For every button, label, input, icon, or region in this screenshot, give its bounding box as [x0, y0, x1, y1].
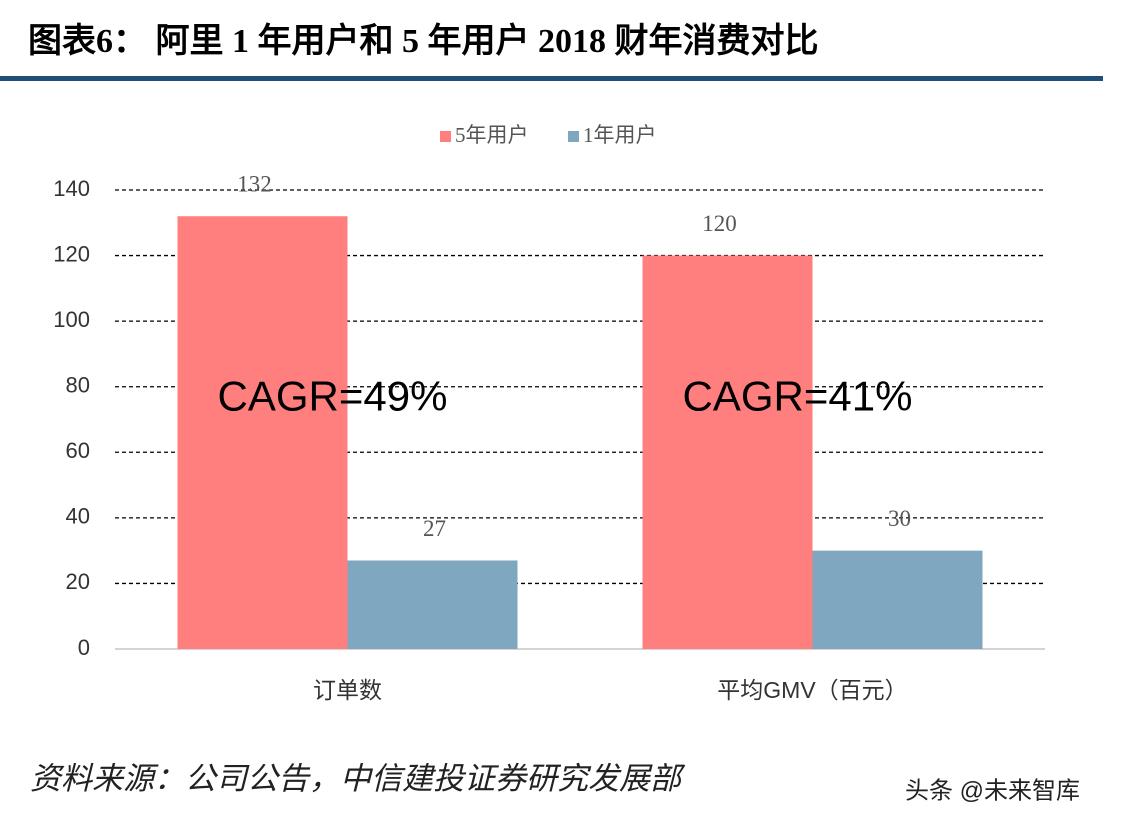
x-tick-label: 平均GMV（百元）: [717, 677, 907, 703]
watermark: 头条 @未来智库: [905, 777, 1080, 804]
y-tick-label: 120: [53, 241, 90, 266]
y-tick-label: 60: [66, 438, 90, 463]
bar: [347, 560, 518, 649]
legend-swatch: [440, 131, 451, 142]
y-tick-label: 0: [78, 635, 90, 660]
x-tick-label: 订单数: [313, 677, 382, 703]
source-note: 资料来源：公司公告，中信建投证券研究发展部: [30, 761, 686, 796]
y-tick-label: 80: [66, 373, 90, 398]
value-label: 120: [702, 211, 737, 236]
value-label: 30: [888, 506, 911, 531]
bar: [812, 550, 983, 649]
y-tick-label: 100: [53, 307, 90, 332]
y-tick-label: 40: [66, 504, 90, 529]
value-label: 132: [237, 172, 272, 197]
annotation: CAGR=41%: [683, 373, 913, 420]
y-tick-label: 140: [53, 176, 90, 201]
y-tick-label: 20: [66, 569, 90, 594]
bar: [642, 255, 813, 650]
legend-label: 5年用户: [455, 123, 529, 147]
annotation: CAGR=49%: [218, 373, 448, 420]
legend-label: 1年用户: [583, 123, 657, 147]
title-rule: [0, 76, 1103, 81]
chart-title: 图表6： 阿里 1 年用户和 5 年用户 2018 财年消费对比: [28, 22, 819, 60]
bar: [177, 216, 348, 649]
value-label: 27: [423, 516, 446, 541]
legend-swatch: [568, 131, 579, 142]
